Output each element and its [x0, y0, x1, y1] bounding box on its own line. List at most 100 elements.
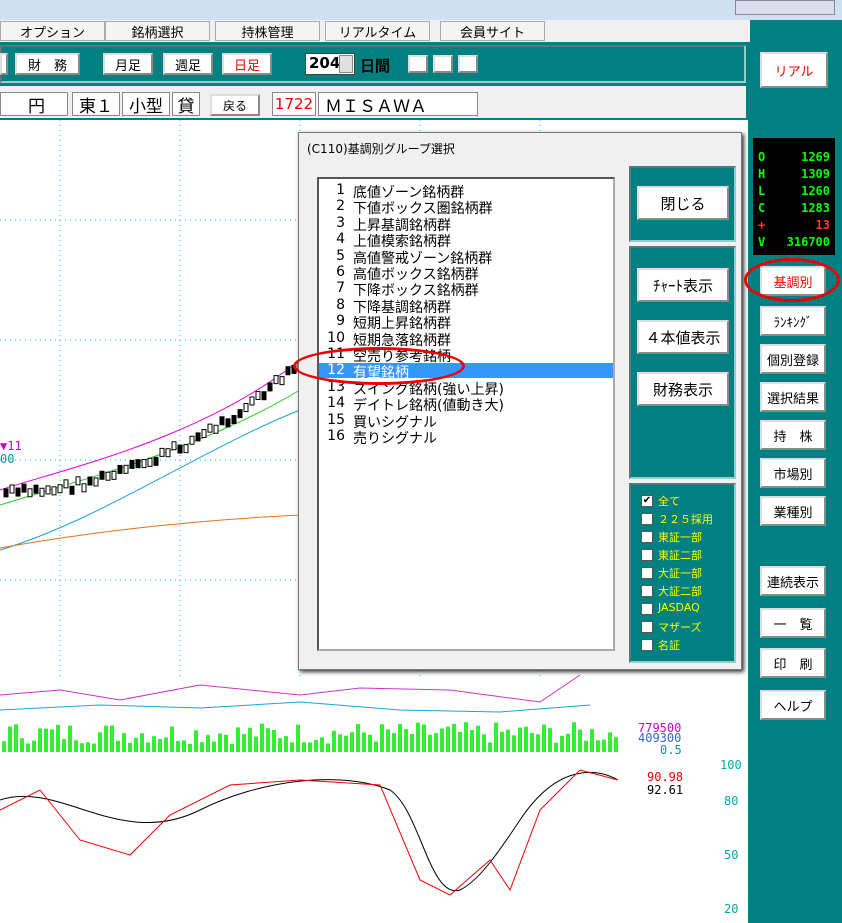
group-list[interactable]: 1 底値ゾーン銘柄群 2 下値ボックス圏銘柄群 3 上昇基調銘柄群 4 上値模索銘柄群 5 高値警…	[317, 177, 615, 651]
item-number[interactable]: 16	[327, 428, 345, 444]
side-button[interactable]: 選択結果	[760, 382, 826, 412]
market-checkbox[interactable]	[641, 585, 653, 597]
days-unit: 日間	[360, 57, 391, 75]
nav-button[interactable]	[458, 55, 478, 73]
close-button[interactable]: 閉じる	[637, 186, 729, 220]
item-number[interactable]: 8	[336, 296, 345, 313]
side-button[interactable]: 連続表示	[760, 566, 826, 596]
item-name[interactable]: 下値ボックス圏銘柄群	[353, 201, 493, 218]
nav-button[interactable]	[433, 55, 453, 73]
market-checkbox[interactable]: ✔	[641, 495, 653, 507]
stock-field[interactable]: 円	[0, 92, 68, 117]
volume-bar	[452, 723, 456, 752]
action-button[interactable]: ４本値表示	[637, 320, 729, 354]
item-number[interactable]: 3	[336, 214, 345, 231]
daily-button[interactable]: 日足	[222, 53, 272, 75]
volume-bar	[296, 724, 300, 752]
weekly-button[interactable]: 週足	[163, 53, 213, 75]
chart-label: 50	[724, 848, 739, 862]
chart-label: 0.5	[660, 743, 682, 757]
market-label[interactable]: 名証	[658, 639, 680, 652]
item-name[interactable]: 下降ボックス銘柄群	[353, 283, 479, 300]
item-name[interactable]: スイング銘柄(強い上昇)	[353, 381, 504, 398]
nav-button[interactable]	[408, 55, 428, 73]
candle	[123, 464, 129, 474]
item-name[interactable]: 売りシグナル	[353, 431, 437, 447]
market-checkbox[interactable]	[641, 513, 653, 525]
chart-label: ▼11	[0, 439, 22, 453]
market-checkbox[interactable]	[641, 531, 653, 543]
ohlc-value: 1283	[801, 201, 830, 215]
item-number[interactable]: 14	[327, 395, 345, 412]
market-checkbox[interactable]	[641, 549, 653, 561]
finance-button[interactable]: 財 務	[15, 53, 80, 75]
volume-bar	[614, 737, 618, 752]
market-label[interactable]: JASDAQ	[658, 601, 700, 614]
side-button[interactable]: 業種別	[760, 496, 826, 526]
window-controls[interactable]	[735, 0, 835, 15]
candle	[81, 483, 87, 493]
candle	[159, 447, 165, 457]
menu-item[interactable]: 持株管理	[215, 21, 320, 41]
side-button[interactable]: 印 刷	[760, 648, 826, 678]
market-checkbox[interactable]	[641, 603, 653, 615]
item-number[interactable]: 5	[336, 247, 345, 264]
chart-label: 92.61	[647, 783, 684, 797]
side-button[interactable]: ﾗﾝｷﾝｸﾞ	[760, 306, 826, 336]
item-number[interactable]: 1	[336, 182, 345, 198]
market-label[interactable]: 東証一部	[658, 531, 702, 544]
dropdown-arrow[interactable]	[339, 55, 353, 73]
menu-item[interactable]: リアルタイム	[325, 21, 430, 41]
menu-item[interactable]: 銘柄選択	[105, 21, 210, 41]
item-name[interactable]: 短期上昇銘柄群	[353, 316, 451, 333]
dialog-title: (C110)基調別グループ選択	[307, 142, 455, 156]
candle	[177, 444, 183, 454]
side-button[interactable]: 持 株	[760, 420, 826, 450]
monthly-button[interactable]: 月足	[103, 53, 153, 75]
item-name[interactable]: 買いシグナル	[353, 414, 437, 431]
volume-bar	[422, 724, 426, 752]
market-label[interactable]: 大証一部	[658, 567, 702, 580]
action-button[interactable]: ﾁｬｰﾄ表示	[637, 268, 729, 302]
market-checkbox[interactable]	[641, 567, 653, 579]
back-button[interactable]: 戻る	[210, 94, 260, 116]
menu-item[interactable]: 会員サイト	[440, 21, 545, 41]
item-name[interactable]: 高値ボックス銘柄群	[353, 267, 479, 283]
item-name[interactable]: 下降基調銘柄群	[353, 299, 451, 316]
market-checkbox[interactable]	[641, 639, 653, 651]
item-name[interactable]: 上昇基調銘柄群	[353, 217, 451, 234]
item-number[interactable]: 7	[336, 280, 345, 297]
side-button[interactable]: 個別登録	[760, 344, 826, 374]
side-button[interactable]: 市場別	[760, 458, 826, 488]
market-label[interactable]: 全て	[658, 495, 680, 508]
market-checkbox[interactable]	[641, 621, 653, 633]
toolbar-button[interactable]	[0, 53, 8, 75]
volume-bar	[344, 735, 348, 752]
item-name[interactable]: 短期急落銘柄群	[353, 332, 451, 349]
item-number[interactable]: 2	[336, 198, 345, 215]
candle	[87, 476, 93, 486]
item-name[interactable]: 底値ゾーン銘柄群	[353, 185, 465, 201]
menu-item[interactable]: オプション	[0, 21, 105, 41]
side-button[interactable]: ヘルプ	[760, 690, 826, 720]
side-button[interactable]: 一 覧	[760, 608, 826, 638]
action-button[interactable]: 財務表示	[637, 372, 729, 406]
item-name[interactable]: 高値警戒ゾーン銘柄群	[353, 250, 493, 267]
item-name[interactable]: 上値模索銘柄群	[353, 234, 451, 251]
item-number[interactable]: 15	[327, 411, 345, 428]
market-label[interactable]: 大証二部	[658, 585, 702, 598]
ohlc-box: O 1269 H 1309 L 1260 C 1283 +13 V 316700	[753, 138, 835, 255]
market-label[interactable]: マザーズ	[658, 621, 702, 634]
market-label[interactable]: ２２５採用	[658, 513, 713, 526]
item-name[interactable]: デイトレ銘柄(値動き大)	[353, 398, 504, 415]
item-number[interactable]: 6	[336, 264, 345, 280]
volume-bar	[362, 732, 366, 752]
item-number[interactable]: 4	[336, 231, 345, 248]
real-button[interactable]: リアル	[760, 52, 828, 88]
item-number[interactable]: 10	[327, 329, 345, 346]
item-number[interactable]: 9	[336, 313, 345, 330]
volume-bar	[392, 733, 396, 752]
volume-bar	[92, 743, 96, 752]
stock-name: ＭＩＳＡＷＡ	[318, 92, 478, 117]
market-label[interactable]: 東証二部	[658, 549, 702, 562]
